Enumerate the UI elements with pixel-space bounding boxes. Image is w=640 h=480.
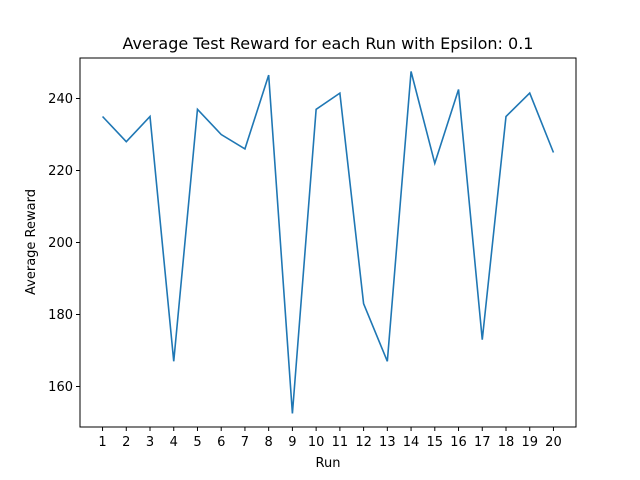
x-tick-label: 11 (332, 435, 349, 450)
data-point (173, 361, 175, 363)
x-tick-label: 19 (521, 435, 538, 450)
data-point (149, 116, 151, 118)
x-tick-label: 15 (427, 435, 444, 450)
plot-frame (79, 57, 577, 428)
y-tick-label: 200 (48, 236, 73, 251)
y-tick-label: 180 (48, 308, 73, 323)
x-tick-label: 7 (241, 435, 249, 450)
data-point (292, 413, 294, 415)
data-point (410, 71, 412, 73)
x-tick-label: 5 (193, 435, 201, 450)
x-tick-label: 12 (355, 435, 372, 450)
x-tick-label: 6 (217, 435, 225, 450)
x-tick-label: 4 (170, 435, 178, 450)
data-point (339, 92, 341, 94)
x-tick-label: 1 (98, 435, 106, 450)
x-tick-label: 20 (545, 435, 562, 450)
series-line (101, 71, 555, 414)
data-point (434, 163, 436, 165)
y-tick-label: 160 (48, 380, 73, 395)
series-group (101, 71, 555, 415)
data-point (458, 89, 460, 91)
x-tick-label: 9 (288, 435, 296, 450)
x-tick-label: 17 (474, 435, 491, 450)
chart-title: Average Test Reward for each Run with Ep… (123, 34, 534, 53)
x-tick-label: 14 (403, 435, 420, 450)
x-axis-ticks: 1 2 3 4 5 6 7 8 9 10 11 12 13 14 15 16 17 18 19 20 (98, 427, 562, 450)
y-axis-label: Average Reward (24, 189, 39, 295)
data-point (125, 141, 127, 143)
data-point (197, 109, 199, 111)
y-axis-ticks: 160 180 200 220 240 (48, 92, 80, 395)
x-tick-label: 13 (379, 435, 396, 450)
data-point (220, 134, 222, 136)
x-tick-label: 16 (450, 435, 467, 450)
data-point (363, 303, 365, 305)
x-tick-label: 8 (265, 435, 273, 450)
data-point (481, 339, 483, 341)
x-axis-label: Run (316, 456, 341, 471)
data-point (529, 92, 531, 94)
data-point (102, 116, 104, 118)
data-point (553, 152, 555, 154)
data-point (315, 109, 317, 111)
x-tick-label: 10 (308, 435, 325, 450)
data-point (268, 74, 270, 76)
data-point (505, 116, 507, 118)
y-tick-label: 220 (48, 164, 73, 179)
x-tick-label: 2 (122, 435, 130, 450)
y-tick-label: 240 (48, 92, 73, 107)
x-tick-label: 18 (498, 435, 515, 450)
data-point (244, 148, 246, 150)
x-tick-label: 3 (146, 435, 154, 450)
data-point (387, 361, 389, 363)
